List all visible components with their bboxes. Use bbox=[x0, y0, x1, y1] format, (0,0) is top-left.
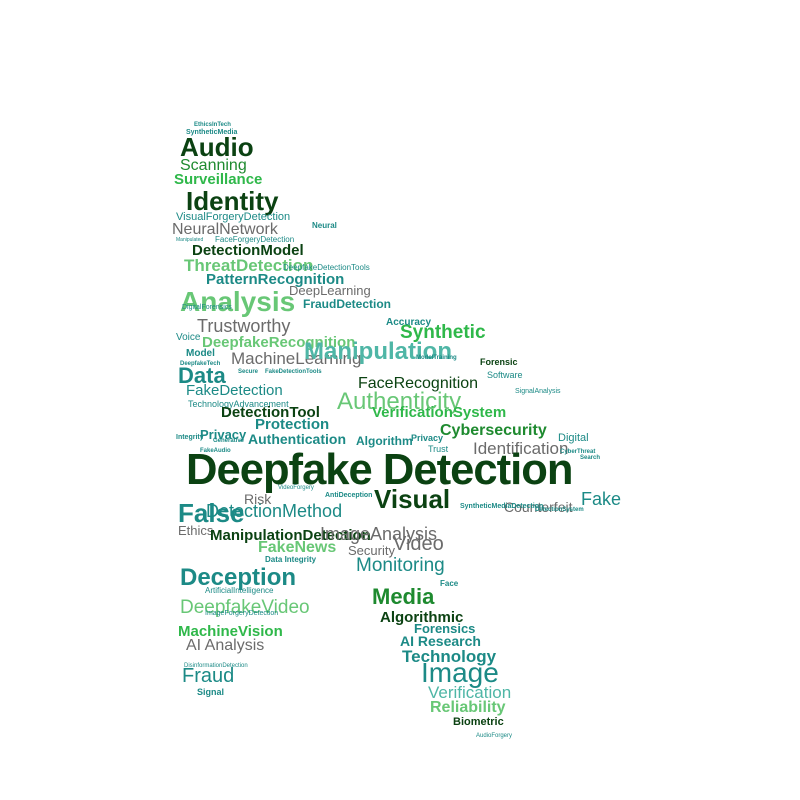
cloud-word: Cybersecurity bbox=[440, 422, 547, 439]
cloud-word: Voice bbox=[176, 332, 201, 343]
cloud-word: FakeNews bbox=[258, 539, 337, 556]
cloud-word: DetectionTool bbox=[221, 404, 320, 421]
cloud-word: Verification bbox=[428, 683, 512, 702]
cloud-word: Identification bbox=[473, 439, 569, 458]
cloud-word: AudioForgery bbox=[476, 733, 513, 739]
cloud-word: Model bbox=[186, 348, 215, 359]
cloud-word: Authenticity bbox=[337, 388, 462, 415]
cloud-word: PatternRecognition bbox=[206, 271, 345, 288]
cloud-word: Monitoring bbox=[356, 555, 445, 576]
cloud-word: AntiDeception bbox=[325, 492, 373, 499]
cloud-word: Ethics bbox=[178, 523, 214, 538]
cloud-word: DetectionModel bbox=[192, 242, 304, 259]
cloud-word: DeepfakeVideo bbox=[180, 597, 310, 618]
cloud-word: Technology bbox=[402, 647, 497, 666]
cloud-word: EthicsInTech bbox=[194, 122, 231, 128]
cloud-word: DigitalForensics bbox=[182, 304, 232, 311]
cloud-word: TechnologyAdvancement bbox=[188, 399, 289, 409]
cloud-word: Algorithm bbox=[356, 434, 413, 448]
cloud-word: Biometric bbox=[453, 716, 504, 728]
cloud-word: Audio bbox=[180, 132, 254, 162]
cloud-word: False bbox=[178, 498, 245, 528]
cloud-word: Protection bbox=[255, 416, 330, 433]
cloud-word: AI Analysis bbox=[186, 637, 265, 654]
cloud-word: Surveillance bbox=[174, 171, 263, 188]
cloud-word: VisualForgeryDetection bbox=[176, 211, 291, 223]
cloud-word: FakeDetectionTools bbox=[265, 369, 322, 375]
cloud-word: DeepfakeDetectionTools bbox=[283, 263, 370, 272]
cloud-word: DetectionSystem bbox=[535, 507, 584, 513]
cloud-word: Manipulated bbox=[176, 237, 204, 243]
cloud-word: Security bbox=[348, 543, 395, 558]
cloud-word: ThreatDetection bbox=[184, 256, 314, 275]
cloud-word: Face bbox=[440, 579, 459, 588]
cloud-word: Identity bbox=[186, 186, 279, 216]
cloud-word: DisinformationDetection bbox=[184, 663, 248, 669]
main-title: Deepfake Detection bbox=[186, 445, 573, 494]
cloud-word: Search bbox=[580, 455, 601, 461]
cloud-word: Generative bbox=[213, 438, 245, 444]
cloud-word: Image bbox=[421, 657, 499, 688]
cloud-word: Data Integrity bbox=[265, 555, 317, 564]
cloud-word: FakeDetection bbox=[186, 382, 283, 399]
cloud-word: Fraud bbox=[182, 665, 235, 687]
cloud-word: Manipulation bbox=[304, 338, 452, 365]
cloud-word: Accuracy bbox=[386, 317, 432, 328]
cloud-word: DeepfakeRecognition bbox=[202, 334, 356, 351]
cloud-word: DetectionMethod bbox=[206, 501, 343, 521]
cloud-word: VideoForgery bbox=[278, 485, 314, 491]
cloud-word: SignalAnalysis bbox=[515, 388, 561, 395]
cloud-word: Trust bbox=[428, 444, 449, 454]
cloud-word: Neural bbox=[312, 221, 337, 230]
cloud-word: Fake bbox=[581, 489, 622, 509]
cloud-word: SyntheticMediaDetection bbox=[460, 503, 544, 510]
cloud-word: Privacy bbox=[411, 433, 444, 443]
cloud-word: FraudDetection bbox=[303, 297, 392, 311]
cloud-word: Forensic bbox=[480, 357, 518, 367]
cloud-word: MachineLearning bbox=[231, 349, 362, 368]
cloud-word: DeepfakeTech bbox=[180, 361, 221, 367]
cloud-word: VerificationSystem bbox=[372, 404, 507, 421]
cloud-word: MachineVision bbox=[178, 623, 283, 640]
cloud-word: ImageAnalysis bbox=[320, 524, 438, 544]
cloud-word: AI Research bbox=[400, 633, 481, 649]
cloud-word: Analysis bbox=[180, 286, 296, 317]
cloud-word: Algorithmic bbox=[380, 609, 464, 626]
cloud-word: Visual bbox=[374, 484, 451, 514]
cloud-word: ImageForgeryDetection bbox=[205, 610, 279, 617]
cloud-word: ArtificialIntelligence bbox=[205, 586, 274, 595]
cloud-word: Risk bbox=[244, 491, 272, 507]
cloud-word: Synthetic bbox=[400, 322, 486, 343]
cloud-word: Authentication bbox=[248, 431, 346, 447]
cloud-word: Video bbox=[393, 533, 444, 555]
cloud-word: NeuralNetwork bbox=[172, 221, 278, 238]
cloud-word: Forensics bbox=[414, 621, 476, 636]
cloud-word: Data bbox=[178, 363, 226, 388]
cloud-word: FaceForgeryDetection bbox=[215, 235, 295, 244]
cloud-word: Signal bbox=[197, 687, 225, 697]
cloud-word: FaceRecognition bbox=[358, 375, 479, 392]
cloud-word: Secure bbox=[238, 369, 259, 375]
cloud-word: Scanning bbox=[180, 157, 247, 174]
cloud-word: ModelTraining bbox=[416, 355, 457, 361]
cloud-word: DeepLearning bbox=[289, 283, 371, 298]
cloud-word: Counterfeit bbox=[504, 499, 573, 515]
cloud-word: Digital bbox=[558, 432, 589, 444]
cloud-word: Software bbox=[487, 370, 523, 380]
cloud-word: Reliability bbox=[430, 699, 506, 716]
cloud-word: ManipulationDetection bbox=[210, 527, 371, 544]
cloud-word: Deception bbox=[180, 564, 297, 591]
cloud-word: Trustworthy bbox=[197, 316, 291, 336]
cloud-word: Media bbox=[372, 584, 435, 609]
cloud-word: FakeAudio bbox=[200, 448, 231, 454]
cloud-word: Integrity bbox=[176, 434, 204, 441]
cloud-word: CyberThreat bbox=[560, 449, 596, 455]
cloud-word: SyntheticMedia bbox=[186, 129, 238, 136]
cloud-word: Privacy bbox=[200, 427, 247, 442]
